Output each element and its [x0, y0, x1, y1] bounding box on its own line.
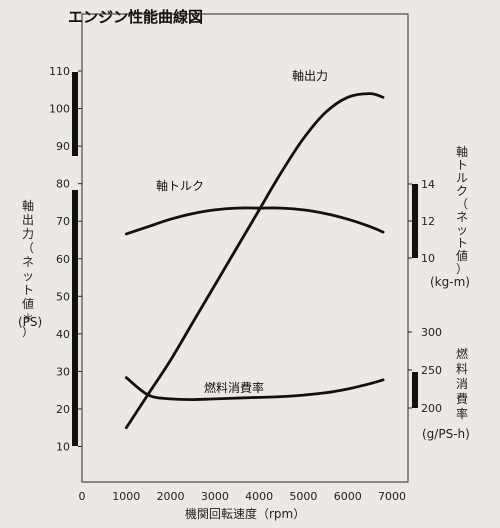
- left-axis-title-char: ネ: [22, 255, 34, 269]
- fuel-axis-title-char: 燃: [456, 346, 468, 361]
- series-label-fuel: 燃料消費率: [204, 380, 264, 395]
- series-lines: [124, 92, 385, 430]
- x-tick-label: 7000: [378, 490, 406, 503]
- left-axis-bar-upper: [72, 72, 78, 156]
- left-tick-label: 30: [56, 365, 70, 378]
- left-tick-label: 70: [56, 215, 70, 228]
- left-axis-title-char: ト: [22, 283, 34, 297]
- left-axis-title-char: ッ: [22, 269, 34, 283]
- left-tick-label: 80: [56, 178, 70, 191]
- torque-axis-title-char: （: [456, 197, 468, 211]
- left-axis-title-char: ＊: [22, 311, 34, 325]
- left-axis-title-char: 値: [22, 296, 34, 311]
- torque-axis-title-char: ッ: [456, 223, 468, 237]
- x-tick-label: 2000: [157, 490, 185, 503]
- x-tick-label: 5000: [289, 490, 317, 503]
- x-tick-label: 4000: [245, 490, 273, 503]
- series-label-torque: 軸トルク: [156, 179, 204, 193]
- torque-curve: [124, 206, 385, 236]
- torque-tick-label: 10: [421, 252, 435, 265]
- left-tick-label: 40: [56, 328, 70, 341]
- fuel-axis-title: 燃料消費率: [456, 346, 468, 421]
- torque-axis-title-char: ク: [456, 184, 468, 198]
- fuel-tick-label: 300: [421, 326, 442, 339]
- left-tick-label: 50: [56, 290, 70, 303]
- left-tick-label: 60: [56, 253, 70, 266]
- series-label-power: 軸出力: [292, 69, 328, 83]
- left-axis-title-char: ）: [22, 325, 34, 339]
- left-tick-label: 110: [49, 65, 70, 78]
- fuel-axis-title-char: 消: [456, 377, 468, 391]
- left-axis-title-char: 軸: [22, 199, 34, 213]
- fuel-consumption-curve: [124, 376, 385, 402]
- left-tick-label: 100: [49, 103, 70, 116]
- x-tick-label: 3000: [201, 490, 229, 503]
- x-tick-label: 1000: [112, 490, 140, 503]
- torque-axis-bar: [412, 184, 418, 258]
- left-axis-title-char: 力: [22, 227, 34, 241]
- chart-title: エンジン性能曲線図: [68, 8, 203, 26]
- fuel-tick-label: 250: [421, 364, 442, 377]
- power-curve: [124, 92, 385, 430]
- fuel-axis-bar: [412, 372, 418, 408]
- fuel-axis-ticks: 200 250 300: [408, 326, 442, 415]
- x-tick-label: 6000: [334, 490, 362, 503]
- torque-axis-unit: (kg-m): [430, 275, 470, 289]
- left-axis-unit: (PS): [18, 315, 42, 329]
- left-tick-label: 10: [56, 440, 70, 453]
- fuel-axis-unit: (g/PS-h): [422, 427, 470, 441]
- fuel-axis-title-char: 費: [456, 391, 468, 406]
- left-axis-title-char: 出: [22, 213, 34, 227]
- torque-axis-title-char: ネ: [456, 210, 468, 224]
- torque-axis-title-char: 軸: [456, 145, 468, 159]
- left-tick-label: 90: [56, 140, 70, 153]
- fuel-tick-label: 200: [421, 402, 442, 415]
- torque-tick-label: 14: [421, 178, 435, 191]
- torque-axis-title-char: ト: [456, 158, 468, 172]
- plot-frame: [81, 13, 409, 483]
- fuel-axis-title-char: 料: [456, 362, 468, 376]
- torque-axis-title-char: ル: [456, 171, 468, 185]
- left-tick-label: 20: [56, 403, 70, 416]
- torque-axis-title-char: 値: [456, 248, 468, 263]
- torque-axis-title-char: ト: [456, 236, 468, 250]
- left-axis-bar-lower: [72, 190, 78, 446]
- torque-tick-label: 12: [421, 215, 435, 228]
- x-axis-title: 機関回転速度（rpm）: [185, 506, 305, 521]
- left-axis-ticks: 10 20 30 40 50 60 70 80 90 100 110: [49, 65, 82, 453]
- torque-axis-ticks: 10 12 14: [408, 178, 435, 265]
- torque-axis-title-char: ）: [456, 262, 468, 276]
- left-axis-title-char: （: [22, 241, 34, 255]
- fuel-axis-title-char: 率: [456, 406, 468, 421]
- x-axis-ticks: 0 1000 2000 3000 4000 5000 6000 7000: [79, 490, 407, 503]
- x-tick-label: 0: [79, 490, 86, 503]
